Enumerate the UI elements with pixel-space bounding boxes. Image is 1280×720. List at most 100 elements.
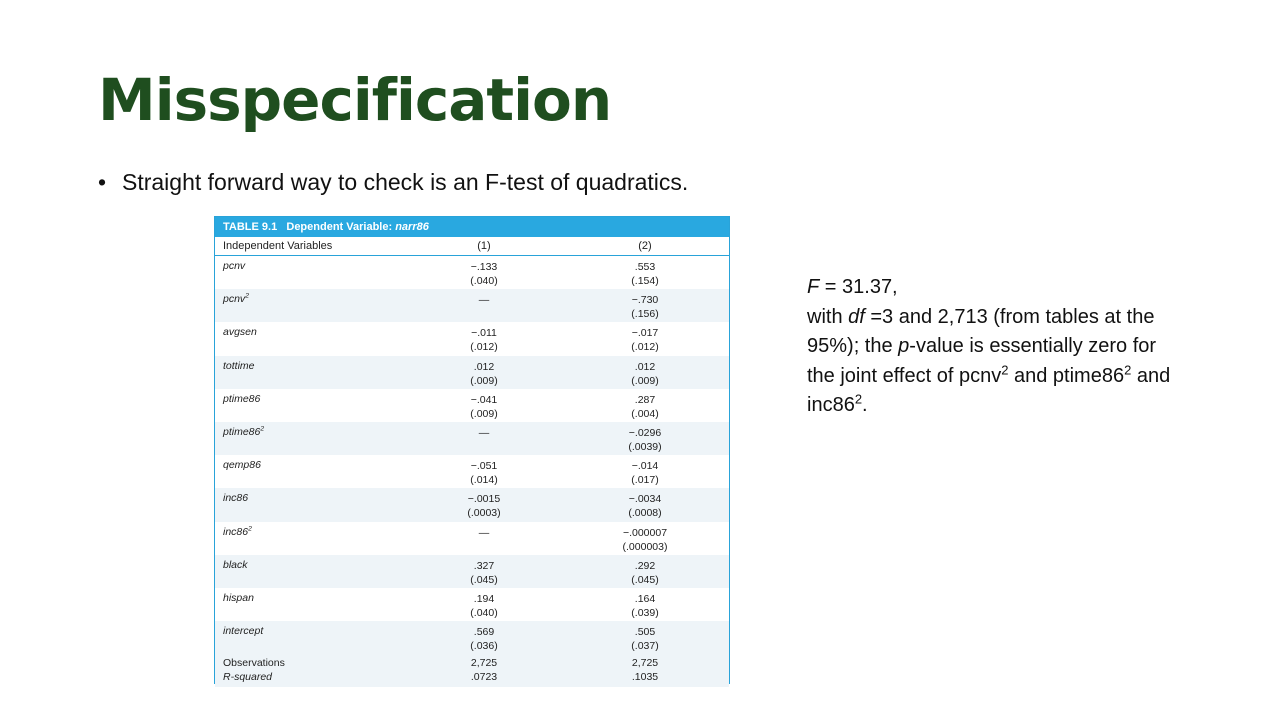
row-col1: — [439,293,529,307]
row-col1: .327 (.045) [439,559,529,587]
row-col1-se: (.009) [470,407,498,420]
table-row: avgsen −.011 (.012) −.017 (.012) [215,322,729,355]
slide-title: Misspecification [98,66,612,134]
sup-3: 2 [854,391,863,407]
row-col1: −.041 (.009) [439,393,529,421]
row-col1-coef: −.133 [470,261,498,273]
row-variable-wrap: pcnv2 [223,293,249,305]
obs-label: Observations [223,657,285,670]
row-col1-se: (.014) [470,474,498,487]
row-col1: .194 (.040) [439,592,529,620]
column-headers: Independent Variables (1) (2) [215,237,729,256]
row-variable: qemp86 [223,459,261,472]
table-row: pcnv2 — −.730 (.156) [215,289,729,323]
r2-col2: .1035 [631,671,659,684]
row-col2-se: (.037) [631,640,659,653]
row-col1-coef: −.041 [470,393,498,406]
p-label: p [898,335,910,357]
text-d: and ptime86 [1008,364,1125,387]
dependent-label: Dependent Variable: [286,221,393,233]
table-row: intercept .569 (.036) .505 (.037) [215,621,729,655]
row-variable-sup: 2 [245,292,249,300]
table-row: ptime86 −.041 (.009) .287 (.004) [215,389,729,422]
row-col2: −.017 (.012) [605,326,685,354]
bullet-dot-icon: • [98,169,107,195]
p-text: -value is essentially zero for the joint… [807,335,1157,387]
table-row: inc86 −.0015 (.0003) −.0034 (.0008) [215,488,729,522]
sup-1: 2 [1001,361,1009,377]
col-head-2: (2) [638,240,652,252]
row-col2-coef: −.017 [631,327,659,340]
row-col1: −.011 (.012) [439,326,529,354]
table-row: pcnv −.133 (.040) .553 (.154) [215,256,729,289]
row-col2-coef: −.0034 [628,493,662,506]
row-col1-se: (.040) [470,606,498,619]
row-col2: .553 (.154) [605,260,685,288]
obs-col1: 2,725 [470,657,498,670]
table-row: hispan .194 (.040) .164 (.039) [215,588,729,621]
text-f: . [862,394,868,416]
table-label: TABLE 9.1 [223,221,278,233]
row-col2-se: (.017) [631,474,659,487]
table-body: pcnv −.133 (.040) .553 (.154) pcnv2 — −.730 (.15… [215,256,729,655]
sup-2: 2 [1124,361,1132,377]
row-col2-se: (.000003) [622,540,668,553]
row-col1-se: (.009) [470,374,498,387]
row-col2-coef: .287 [634,393,656,406]
row-col1: — [439,426,529,440]
row-variable: ptime86 [223,392,261,405]
row-variable: pcnv [223,260,246,272]
table-row: tottime .012 (.009) .012 (.009) [215,355,729,389]
row-col1-coef: −.011 [471,327,497,340]
row-col2-coef: −.0296 [628,426,662,439]
row-col2: .505 (.037) [605,625,685,653]
table-footer: Observations 2,725 2,725 R-squared .0723… [215,654,729,688]
row-col2-se: (.039) [631,606,659,619]
row-col1-coef: −.051 [470,460,498,473]
r2-label: R-squared [223,671,273,684]
row-variable: inc86 [223,492,249,505]
row-col1-se: (.040) [470,275,498,287]
table-row: inc862 — −.000007 (.000003) [215,522,729,555]
row-col2-coef: −.730 [631,294,659,307]
col-head-variables: Independent Variables [223,240,333,252]
row-col2: −.0034 (.0008) [605,492,685,520]
bullet-text: Straight forward way to check is an F-te… [122,169,689,195]
obs-col2: 2,725 [631,657,659,670]
row-col2: −.000007 (.000003) [605,526,685,554]
table-row: qemp86 −.051 (.014) −.014 (.017) [215,455,729,488]
row-col2-coef: .505 [634,626,656,639]
row-col2: .292 (.045) [605,559,685,587]
row-col2-se: (.0039) [628,440,662,453]
row-variable-wrap: ptime862 [223,426,264,438]
row-variable-sup: 2 [248,525,252,532]
df-label: df [848,305,865,328]
regression-table: TABLE 9.1 Dependent Variable: narr86 Ind… [214,216,730,688]
dependent-variable: narr86 [395,221,429,233]
f-label: F [807,276,820,298]
row-col2-se: (.004) [631,407,659,420]
row-col1-coef: .569 [473,626,495,639]
row-col2-coef: −.000007 [622,526,668,539]
row-col1: −.0015 (.0003) [439,492,529,520]
row-col1-coef: — [478,526,490,539]
bullet-point: • Straight forward way to check is an F-t… [98,167,688,197]
row-col1: .569 (.036) [439,625,529,653]
row-variable: inc86 [223,525,249,538]
table-row: ptime862 — −.0296 (.0039) [215,421,729,456]
r2-col1: .0723 [470,671,498,684]
row-variable: black [223,558,248,571]
row-col1-se: (.045) [470,573,498,586]
row-col2-se: (.154) [631,275,659,287]
row-variable: avgsen [223,326,257,339]
row-variable-sup: 2 [260,425,265,433]
f-value: = 31.37, [819,276,898,298]
row-col2: −.014 (.017) [605,459,685,487]
row-col1-coef: .194 [473,592,495,605]
df-text-a: with [807,305,849,328]
row-col1-se: (.012) [470,341,498,354]
row-col2-se: (.012) [631,341,659,354]
row-col2-coef: −.014 [631,460,659,473]
row-variable-wrap: inc862 [223,525,252,538]
row-col1-se: (.036) [470,640,498,653]
